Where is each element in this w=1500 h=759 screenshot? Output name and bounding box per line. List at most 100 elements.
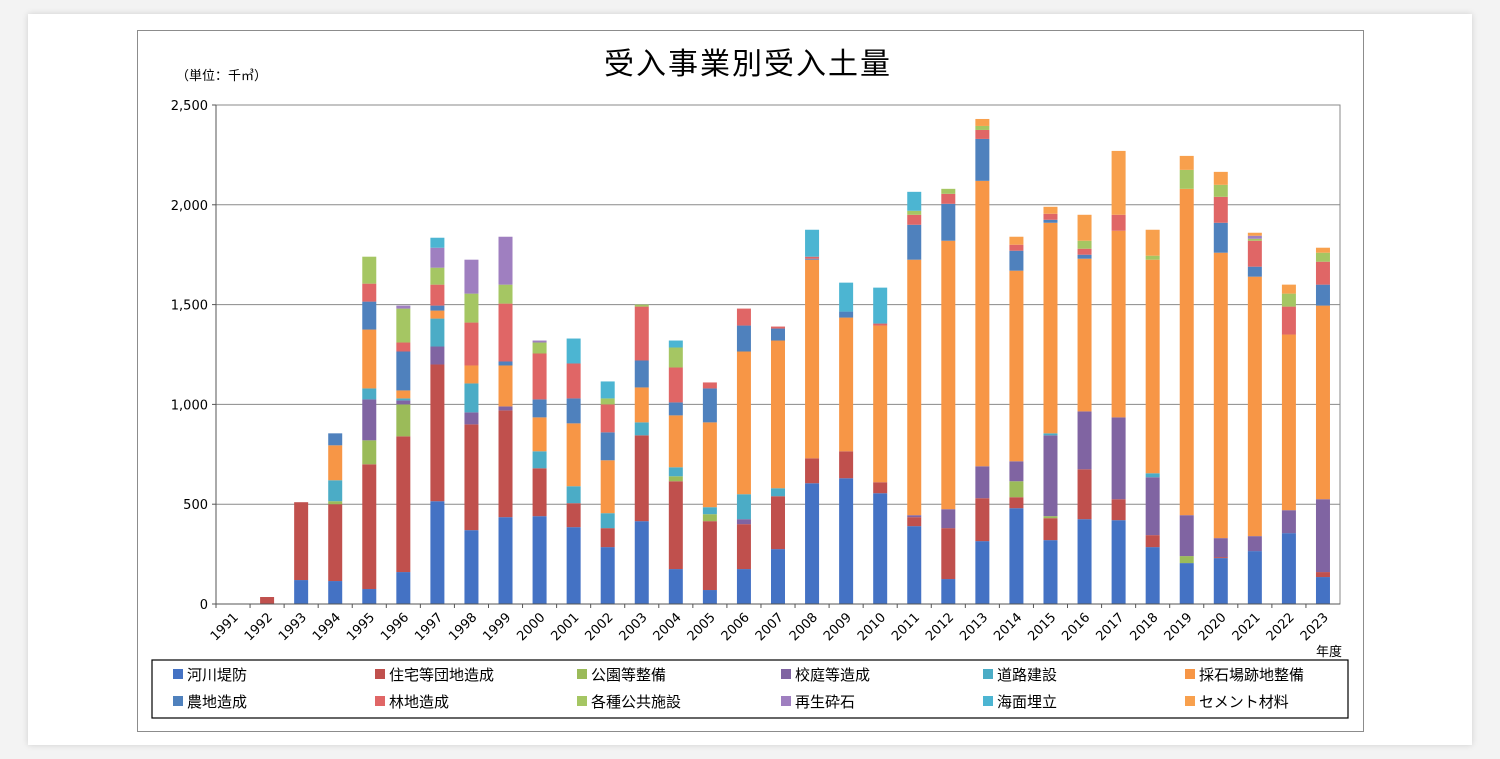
bar-segment	[771, 549, 785, 604]
bar-segment	[1043, 433, 1058, 436]
legend-swatch	[1185, 696, 1195, 706]
legend-swatch	[375, 696, 385, 706]
bar-segment	[566, 527, 581, 604]
bar-segment	[1043, 206, 1058, 214]
bar-segment	[1247, 536, 1262, 552]
bar-segment	[1111, 150, 1126, 215]
x-tick-label: 2020	[1196, 610, 1230, 644]
bar-segment	[839, 478, 854, 604]
x-tick-label: 1998	[446, 610, 480, 644]
bar-segment	[464, 424, 479, 531]
bar-segment	[1213, 171, 1228, 185]
bar-segment	[634, 422, 649, 436]
bar-segment	[1077, 411, 1092, 470]
bar-segment	[1247, 238, 1262, 241]
legend-label: セメント材料	[1199, 693, 1289, 711]
bar-segment	[498, 236, 513, 285]
bar-segment	[362, 589, 377, 604]
bar-segment	[396, 342, 411, 352]
x-tick-label: 2004	[651, 610, 685, 644]
bar-segment	[1281, 293, 1296, 307]
x-tick-label: 2018	[1127, 610, 1161, 644]
bar-segment	[464, 412, 479, 425]
bar-segment	[1315, 247, 1330, 253]
bar-segment	[1111, 214, 1126, 231]
bar-segment	[498, 410, 513, 518]
bar-segment	[1145, 535, 1160, 548]
bar-segment	[498, 517, 513, 604]
bar-segment	[498, 406, 513, 411]
bar-segment	[600, 460, 615, 514]
bar-segment	[975, 180, 990, 467]
legend-label: 農地造成	[187, 693, 247, 711]
bar-segment	[1213, 184, 1228, 197]
bar-segment	[1179, 188, 1194, 516]
legend-swatch	[781, 669, 791, 679]
x-tick-label: 1993	[276, 610, 310, 644]
x-tick-label: 2000	[514, 610, 548, 644]
legend-swatch	[1185, 669, 1195, 679]
bar-segment	[430, 237, 445, 248]
bar-segment	[1009, 270, 1024, 462]
bar-segment	[430, 364, 445, 502]
x-tick-label: 2009	[821, 610, 855, 644]
bar-segment	[702, 388, 717, 423]
bar-segment	[1315, 284, 1330, 306]
bar-segment	[668, 569, 683, 604]
bar-segment	[464, 259, 479, 294]
bar-segment	[362, 283, 377, 302]
bar-segment	[975, 138, 990, 181]
bar-segment	[805, 258, 820, 260]
bar-segment	[430, 318, 445, 347]
bar-segment	[464, 530, 479, 604]
bar-segment	[1145, 229, 1160, 256]
bar-segment	[736, 351, 751, 495]
bar-segment	[566, 503, 581, 528]
bar-segment	[634, 306, 649, 361]
bar-segment	[736, 494, 751, 520]
bar-segment	[1077, 240, 1092, 249]
bar-segment	[941, 579, 956, 604]
bar-segment	[634, 521, 649, 604]
bar-segment	[294, 502, 309, 581]
bar-segment	[1077, 248, 1092, 255]
bar-segment	[600, 547, 615, 604]
bar-segment	[907, 210, 922, 215]
x-tick-label: 2017	[1093, 610, 1127, 644]
bar-segment	[430, 284, 445, 306]
bar-segment	[873, 323, 888, 326]
legend-swatch	[173, 669, 183, 679]
x-tick-label: 2015	[1025, 610, 1059, 644]
bar-segment	[1213, 538, 1228, 558]
bar-segment	[1111, 417, 1126, 500]
bar-segment	[532, 451, 547, 469]
bar-segment	[668, 415, 683, 468]
x-tick-label: 1994	[310, 610, 344, 644]
bar-segment	[702, 521, 717, 591]
bar-segment	[396, 308, 411, 343]
bar-segment	[873, 493, 888, 604]
bar-segment	[1315, 577, 1330, 604]
bar-segment	[634, 435, 649, 522]
bar-segment	[430, 346, 445, 365]
bar-segment	[668, 481, 683, 570]
bar-segment	[566, 398, 581, 424]
bar-segment	[396, 400, 411, 405]
bar-segment	[941, 240, 956, 510]
bar-segment	[464, 322, 479, 366]
bar-segment	[907, 259, 922, 516]
bar-segment	[362, 440, 377, 465]
bar-segment	[771, 488, 785, 497]
bar-segment	[1077, 254, 1092, 259]
bar-segment	[736, 524, 751, 570]
bar-segment	[430, 501, 445, 604]
bar-segment	[805, 256, 820, 259]
bar-segment	[600, 513, 615, 529]
bar-segment	[1315, 305, 1330, 500]
bar-segment	[532, 516, 547, 604]
x-tick-label: 2022	[1264, 610, 1298, 644]
bar-segment	[873, 325, 888, 483]
y-tick-label: 2,000	[171, 199, 208, 214]
bar-segment	[736, 519, 751, 525]
